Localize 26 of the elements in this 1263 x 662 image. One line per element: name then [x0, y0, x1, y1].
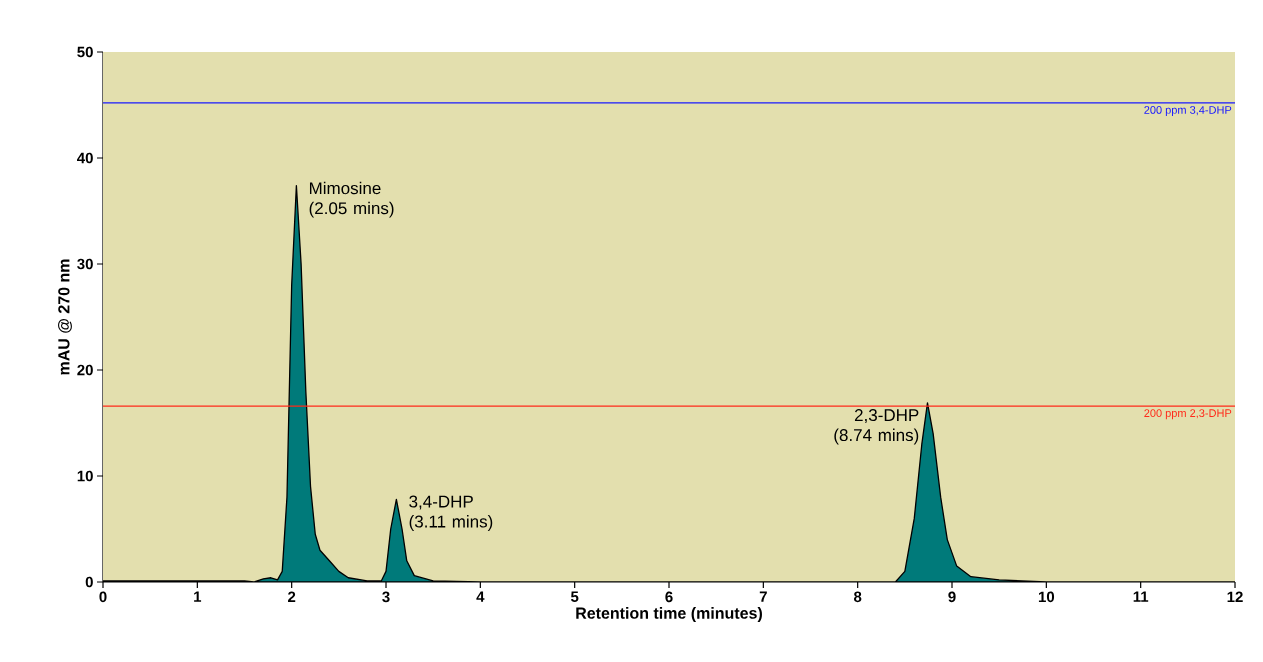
y-tick-label: 10: [77, 470, 93, 482]
x-tick-label: 6: [665, 591, 673, 603]
y-tick-label: 50: [77, 46, 93, 58]
x-tick-label: 12: [1227, 591, 1243, 603]
x-axis-title: Retention time (minutes): [576, 607, 762, 622]
x-tick-label: 3: [382, 591, 390, 603]
annotation: Mimosine (2.05 mins): [309, 181, 394, 218]
x-tick-label: 0: [99, 591, 107, 603]
annotation: 2,3-DHP (8.74 mins): [834, 409, 919, 445]
x-tick-label: 4: [476, 591, 485, 602]
x-tick-label: 5: [570, 591, 579, 602]
y-tick-label: 0: [85, 576, 93, 588]
y-tick-label: 40: [77, 152, 93, 164]
x-tick-label: 8: [853, 591, 862, 603]
x-tick-label: 7: [759, 591, 767, 602]
ref-line-label: 200 ppm 2,3-DHP: [1144, 409, 1232, 420]
x-tick-label: 2: [288, 591, 296, 603]
ref-line-label: 200 ppm 3,4-DHP: [1144, 106, 1232, 117]
y-axis-title: mAU @ 270 nm: [58, 259, 72, 375]
x-tick-label: 11: [1133, 591, 1149, 602]
x-tick-label: 10: [1038, 591, 1055, 603]
x-tick-label: 9: [948, 591, 956, 603]
annotation: 3,4-DHP (3.11 mins): [409, 495, 493, 531]
y-tick-label: 20: [77, 364, 93, 376]
y-tick-label: 30: [77, 258, 93, 270]
x-tick-label: 1: [194, 591, 202, 602]
